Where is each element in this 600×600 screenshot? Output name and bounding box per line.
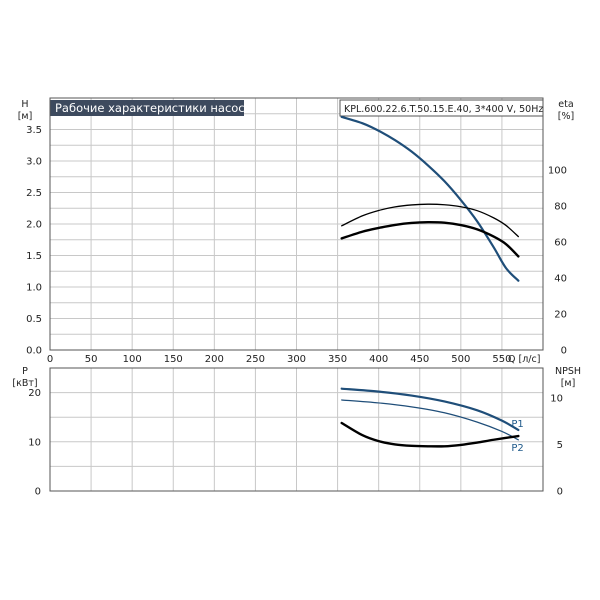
bottom-series-line-2 bbox=[340, 421, 520, 448]
series-label-p2: P2 bbox=[511, 443, 523, 454]
y-right-tick-label: 100 bbox=[548, 166, 567, 177]
y-right-tick-label: 0 bbox=[561, 346, 567, 357]
y-right-tick-label: 40 bbox=[554, 274, 567, 285]
npsh-tick-label: 10 bbox=[550, 393, 563, 404]
p-tick-label: 0 bbox=[35, 487, 41, 498]
bottom-y-axis-label: P bbox=[22, 366, 28, 377]
y-right-tick-label: 20 bbox=[554, 310, 567, 321]
bottom-right-axis-label: NPSH bbox=[555, 366, 581, 377]
chart-title: Рабочие характеристики насоса bbox=[55, 101, 252, 115]
x-tick-label: 500 bbox=[451, 354, 470, 365]
chart-title-background bbox=[50, 100, 244, 116]
x-tick-label: 200 bbox=[205, 354, 224, 365]
curve-labels: P1 P2 bbox=[511, 419, 523, 454]
y-tick-label: 2.0 bbox=[26, 220, 42, 231]
bottom-series-line-1 bbox=[341, 399, 519, 441]
x-tick-label: 550 bbox=[492, 354, 511, 365]
y-tick-label: 1.0 bbox=[26, 283, 42, 294]
x-tick-label: 300 bbox=[287, 354, 306, 365]
p-tick-label: 10 bbox=[28, 437, 41, 448]
y-right-tick-label: 60 bbox=[554, 238, 567, 249]
x-tick-label: 0 bbox=[47, 354, 53, 365]
npsh-tick-label: 5 bbox=[557, 440, 563, 451]
y-tick-label: 0.0 bbox=[26, 346, 42, 357]
p-tick-label: 20 bbox=[28, 388, 41, 399]
series-label-p1: P1 bbox=[511, 419, 523, 430]
x-axis-label: Q [л/с] bbox=[508, 354, 540, 365]
bottom-right-axis-unit: [м] bbox=[561, 378, 576, 389]
y-tick-label: 0.5 bbox=[26, 314, 42, 325]
top-y-axis-unit: [м] bbox=[18, 111, 33, 122]
y-right-tick-label: 80 bbox=[554, 202, 567, 213]
bottom-y-axis-unit: [кВт] bbox=[12, 378, 37, 389]
top-series-line-2 bbox=[340, 220, 520, 258]
model-label: KPL.600.22.6.T.50.15.E.40, 3*400 V, 50Hz bbox=[344, 104, 543, 115]
top-series-line-1 bbox=[341, 203, 519, 238]
bottom-series-line-0 bbox=[340, 387, 520, 432]
x-tick-label: 250 bbox=[246, 354, 265, 365]
top-y-axis-label: H bbox=[21, 99, 28, 110]
top-series-line-0 bbox=[340, 115, 520, 282]
y-tick-label: 2.5 bbox=[26, 188, 42, 199]
x-tick-label: 400 bbox=[369, 354, 388, 365]
top-right-axis-unit: [%] bbox=[558, 111, 574, 122]
y-tick-label: 3.5 bbox=[26, 125, 42, 136]
x-tick-label: 100 bbox=[123, 354, 142, 365]
x-tick-label: 450 bbox=[410, 354, 429, 365]
bottom-panel-frame bbox=[49, 367, 544, 492]
x-tick-label: 150 bbox=[164, 354, 183, 365]
bottom-panel-grid bbox=[50, 368, 543, 491]
y-tick-label: 3.0 bbox=[26, 157, 42, 168]
x-tick-label: 50 bbox=[85, 354, 98, 365]
tick-labels: 0 50 100 150 200 250 300 350 400 450 500 5500.00.51… bbox=[26, 125, 567, 498]
top-panel-grid bbox=[50, 98, 543, 350]
y-tick-label: 1.5 bbox=[26, 251, 42, 262]
x-tick-label: 350 bbox=[328, 354, 347, 365]
top-panel-frame bbox=[49, 97, 544, 351]
performance-curves bbox=[340, 115, 520, 448]
npsh-tick-label: 0 bbox=[557, 487, 563, 498]
top-right-axis-label: eta bbox=[558, 99, 573, 110]
